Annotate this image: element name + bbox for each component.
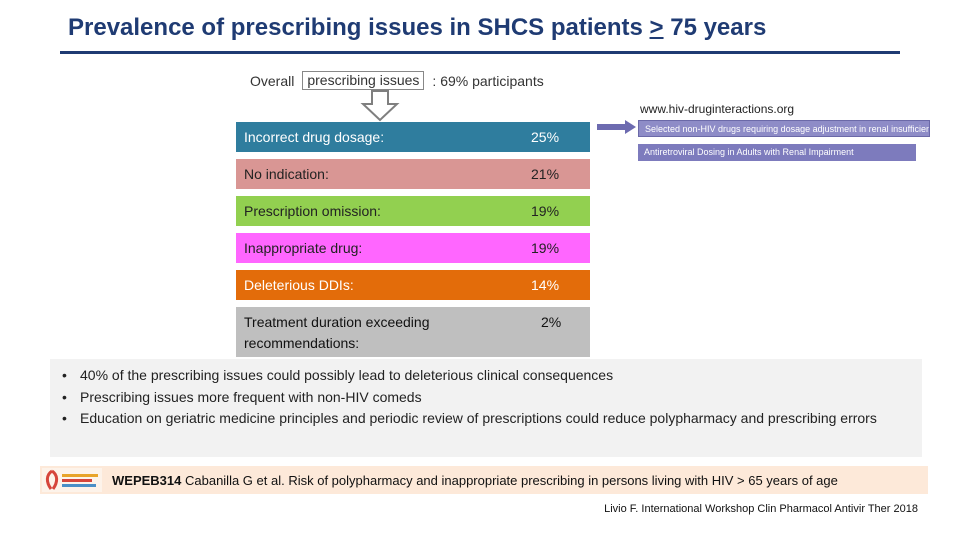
issue-label: Incorrect drug dosage:: [244, 129, 385, 145]
issue-label: Inappropriate drug:: [244, 240, 363, 256]
slide-title: Prevalence of prescribing issues in SHCS…: [68, 14, 766, 42]
issue-bar-incorrect-dosage: Incorrect drug dosage: 25%: [236, 122, 590, 152]
issue-bar-no-indication: No indication: 21%: [236, 159, 590, 189]
issue-percent: 14%: [531, 277, 560, 293]
citation-text: WEPEB314 Cabanilla G et al. Risk of poly…: [112, 473, 838, 488]
overall-lead: Overall: [250, 72, 295, 89]
issue-percent: 2%: [541, 314, 562, 330]
issue-percent: 19%: [531, 240, 560, 256]
finding-item: Education on geriatric medicine principl…: [62, 408, 922, 430]
title-suffix: 75 years: [663, 14, 767, 41]
reference-thumbnail-arv-dosing[interactable]: Antiretroviral Dosing in Adults with Ren…: [638, 144, 916, 161]
title-divider: [60, 51, 900, 54]
issue-label: Treatment duration exceeding recommendat…: [244, 314, 430, 351]
key-findings-box: 40% of the prescribing issues could poss…: [50, 359, 922, 457]
conference-ribbon-logo: [42, 468, 102, 492]
issue-label: Prescription omission:: [244, 203, 381, 219]
title-prefix: Prevalence of prescribing issues in SHCS…: [68, 14, 650, 41]
issue-bar-deleterious-ddis: Deleterious DDIs: 14%: [236, 270, 590, 300]
issue-percent: 19%: [531, 203, 560, 219]
right-arrow-icon: [597, 120, 636, 134]
reference-thumbnail-renal-dosage[interactable]: Selected non-HIV drugs requiring dosage …: [638, 120, 930, 137]
overall-summary: Overall prescribing issues : 69% partici…: [250, 71, 544, 90]
down-arrow-icon: [360, 90, 400, 122]
issue-label: Deleterious DDIs:: [244, 277, 354, 293]
issue-label: No indication:: [244, 166, 329, 182]
overall-boxed-term: prescribing issues: [302, 71, 425, 90]
issue-percent: 25%: [531, 129, 560, 145]
citation-bar: [40, 466, 928, 494]
overall-rest: : 69% participants: [432, 72, 544, 89]
finding-item: 40% of the prescribing issues could poss…: [62, 365, 922, 387]
finding-item: Prescribing issues more frequent with no…: [62, 387, 922, 409]
issue-percent: 21%: [531, 166, 560, 182]
issue-bar-prescription-omission: Prescription omission: 19%: [236, 196, 590, 226]
issue-bar-treatment-duration: Treatment duration exceeding recommendat…: [236, 307, 590, 357]
greater-equal-symbol: >: [649, 14, 664, 41]
citation-code: WEPEB314: [112, 473, 182, 488]
issue-bar-inappropriate-drug: Inappropriate drug: 19%: [236, 233, 590, 263]
website-link[interactable]: www.hiv-druginteractions.org: [640, 102, 795, 116]
citation-body: Cabanilla G et al. Risk of polypharmacy …: [181, 473, 838, 488]
source-footer: Livio F. International Workshop Clin Pha…: [604, 503, 918, 515]
